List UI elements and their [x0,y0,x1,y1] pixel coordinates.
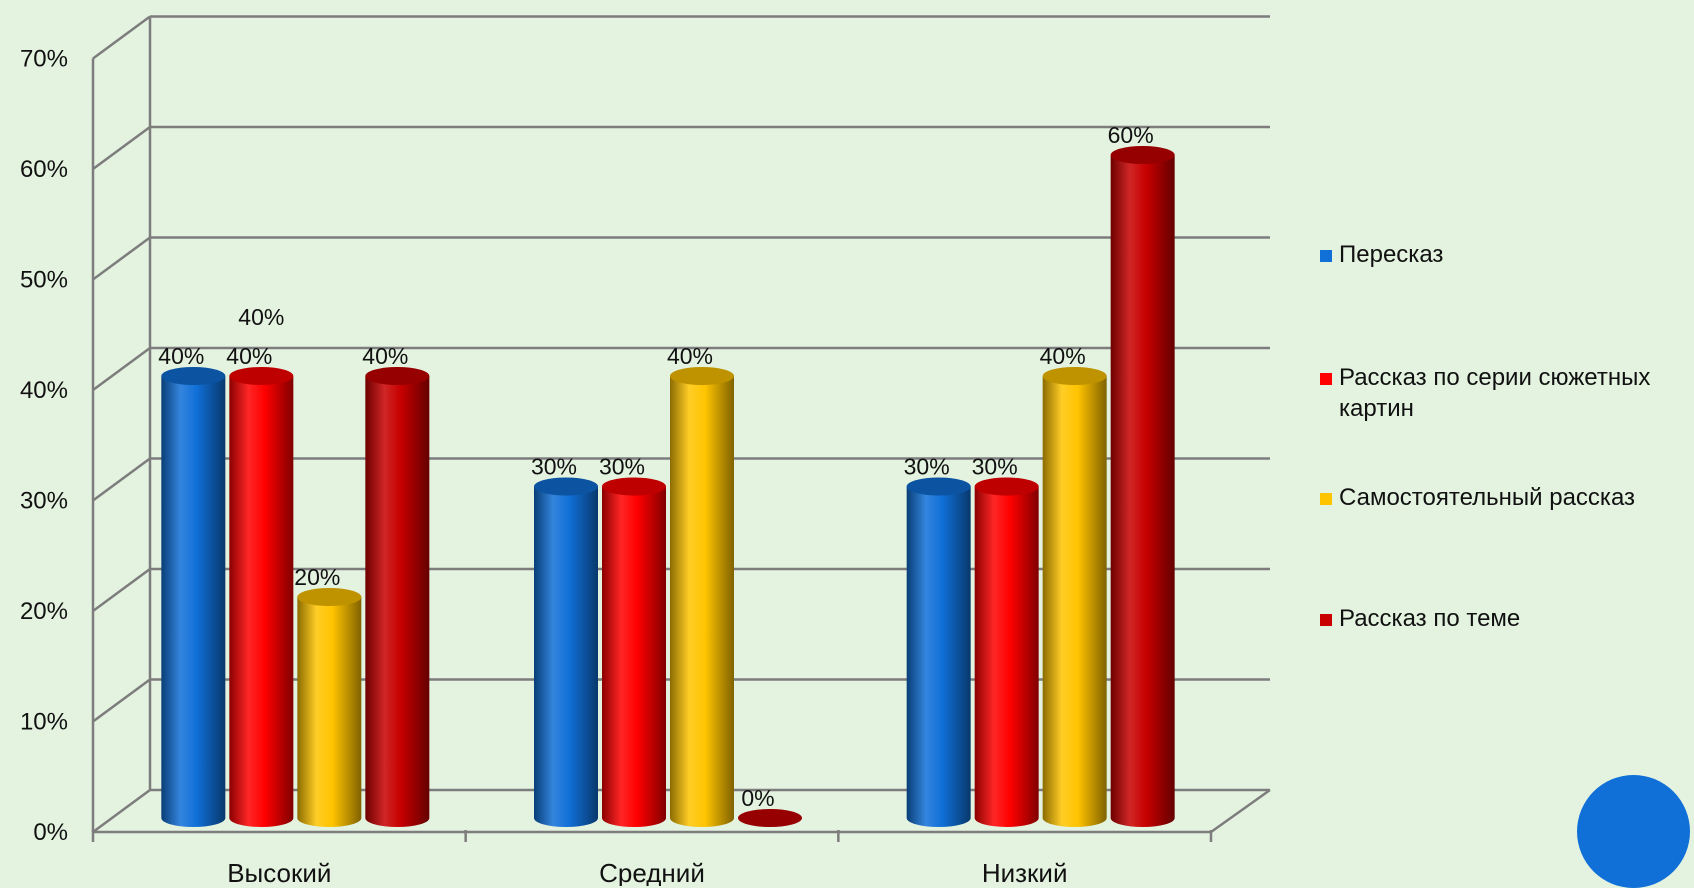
data-label-extra: 40% [238,304,284,330]
legend-swatch [1320,250,1332,262]
decorative-circle [1577,775,1690,888]
bar[interactable] [602,477,666,828]
legend-item: Рассказ по теме [1320,605,1520,632]
bar-body [602,486,666,827]
data-label: 40% [158,343,204,369]
legend-label: Рассказ по теме [1339,605,1520,632]
x-category-label: Низкий [982,858,1068,886]
data-label: 40% [1040,343,1086,369]
bar-top [906,477,971,496]
data-label: 40% [667,343,713,369]
bar-top [365,367,430,385]
bar-top [229,367,294,385]
bar-body [229,376,294,827]
bar[interactable] [229,367,294,827]
data-label: 60% [1108,122,1154,148]
data-label: 40% [226,343,272,369]
bar[interactable] [297,588,362,828]
x-category-label: Средний [599,858,705,886]
bar-body [365,376,430,828]
legend-item: Рассказ по серии сюжетных картин [1320,364,1650,422]
y-tick-label: 70% [20,46,68,73]
data-label: 30% [904,454,950,480]
bar-body [906,486,971,828]
data-label: 30% [531,454,577,480]
bar[interactable] [906,477,971,828]
bar-top [974,477,1039,496]
data-label: 30% [599,454,645,480]
data-label: 0% [741,785,774,811]
bar[interactable] [1110,146,1175,828]
data-label: 30% [972,454,1018,480]
bar[interactable] [670,367,734,827]
y-tick-label: 60% [20,156,68,183]
gridline-diagonal [92,346,151,392]
x-category-label: Высокий [227,858,331,886]
bar-body [670,376,734,827]
legend-label: Самостоятельный рассказ [1339,484,1635,511]
y-tick-label: 10% [20,709,68,736]
bar-body [297,597,362,828]
bar-body [1042,376,1107,828]
bar-body [974,486,1039,827]
bar[interactable] [974,477,1039,827]
legend-swatch [1320,614,1332,626]
bar-body [534,486,598,827]
y-tick-label: 50% [20,267,68,294]
bar-top [161,367,226,385]
bar-top [738,809,802,827]
legend-swatch [1320,373,1332,385]
legend-item: Пересказ [1320,241,1443,268]
legend-item: Самостоятельный рассказ [1320,484,1635,511]
bar[interactable] [534,477,598,828]
bar-body [1110,155,1175,828]
y-tick-label: 20% [20,598,68,625]
y-tick-label: 0% [33,819,68,846]
gridline-diagonal [92,788,151,834]
data-label: 20% [294,564,340,590]
bar-top [534,477,598,496]
data-label: 40% [362,343,408,369]
legend: Пересказ Рассказ по серии сюжетных картин С… [1320,241,1650,632]
legend-label: картин [1339,395,1414,422]
bar-top [1110,146,1175,164]
gridline-diagonal [92,125,151,171]
bars [161,146,1175,828]
bar-top [1042,367,1107,385]
bar[interactable] [365,367,430,828]
bar-top [602,477,666,496]
bar-top [670,367,734,385]
floor-right-edge [1210,788,1271,834]
gridline-diagonal [92,567,151,613]
bar[interactable] [161,367,226,828]
gridline-diagonal [92,457,151,502]
bar-top [297,588,362,606]
gridline-diagonal [92,236,151,281]
legend-label: Рассказ по серии сюжетных [1339,364,1650,391]
gridline-diagonal [92,15,151,60]
legend-swatch [1320,493,1332,505]
y-tick-label: 40% [20,377,68,404]
bar[interactable] [738,809,802,827]
legend-label: Пересказ [1339,241,1443,268]
y-tick-label: 30% [20,488,68,515]
gridline-diagonal [92,678,151,723]
bar[interactable] [1042,367,1107,828]
data-labels: 40% 40% 20% 40% 30% 30% 40% 0% 30% 30% 40% 60% 40% [158,122,1153,811]
bar-body [161,376,226,828]
